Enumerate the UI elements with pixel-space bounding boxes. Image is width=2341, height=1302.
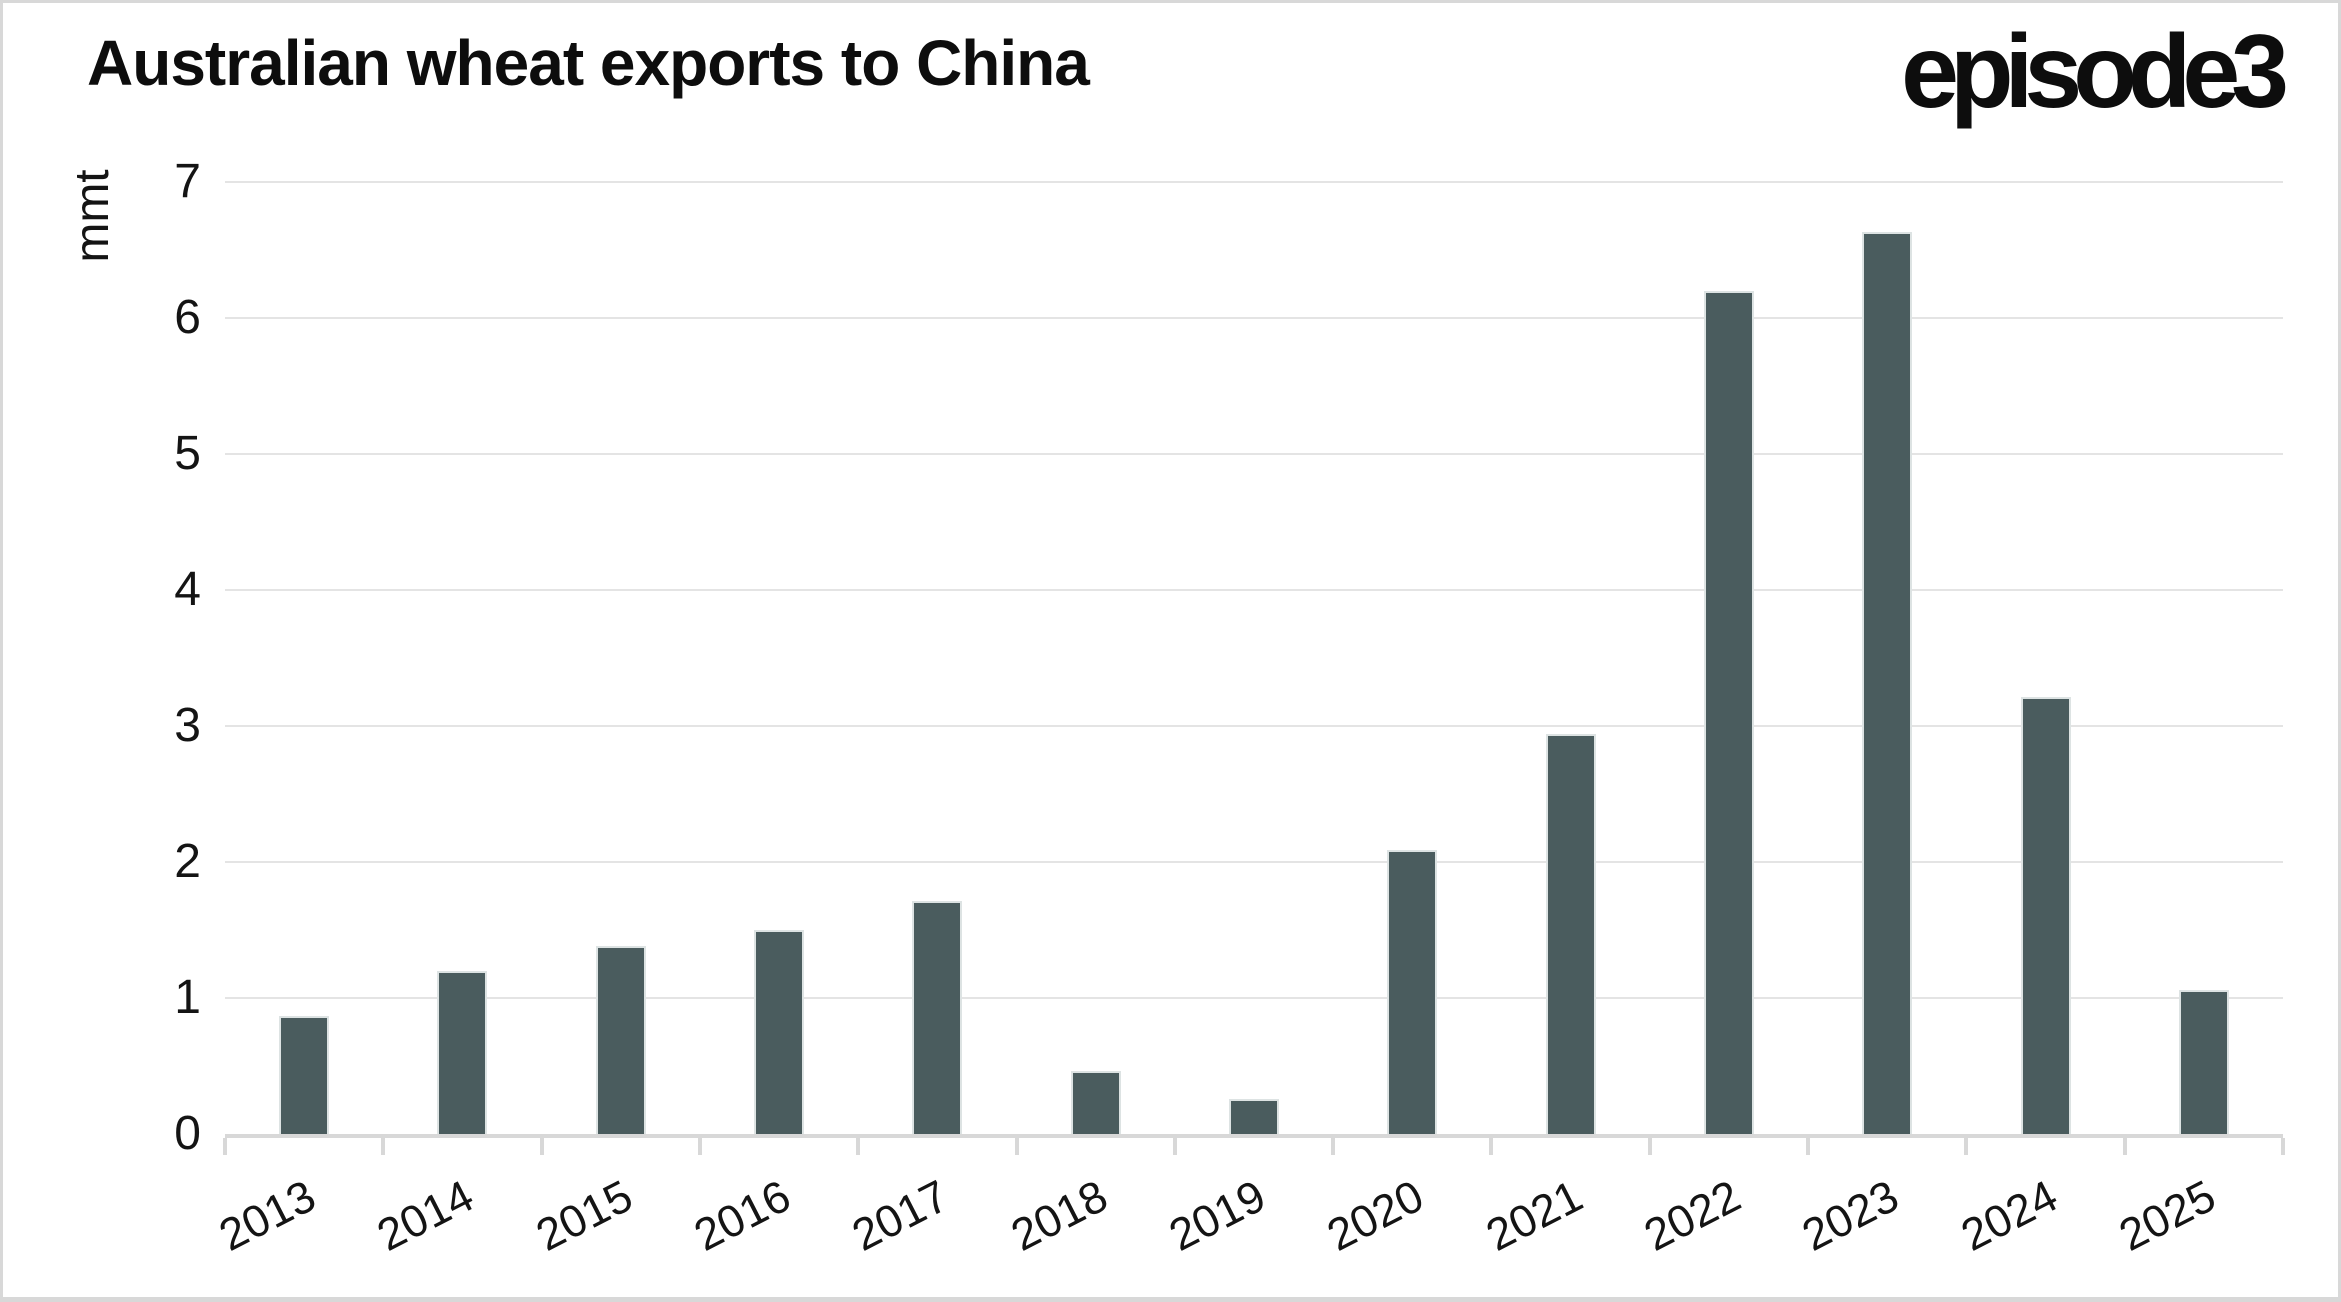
bar-2020 (1387, 850, 1437, 1134)
x-axis-line (225, 1134, 2283, 1138)
gridline-3 (225, 725, 2283, 727)
x-axis-tick (856, 1138, 861, 1155)
gridline-6 (225, 317, 2283, 319)
y-tick-label-4: 4 (174, 563, 201, 616)
y-tick-label-5: 5 (174, 427, 201, 480)
y-tick-label-7: 7 (174, 155, 201, 208)
y-tick-label-2: 2 (174, 835, 201, 888)
y-tick-label-0: 0 (174, 1107, 201, 1160)
x-axis-tick (697, 1138, 702, 1155)
episode3-logo: episode3 (1901, 14, 2289, 130)
bar-2018 (1071, 1071, 1121, 1134)
x-axis-tick (2281, 1138, 2285, 1155)
bar-2015 (596, 946, 646, 1134)
bar-2013 (279, 1016, 329, 1134)
bar-2024 (2021, 697, 2071, 1134)
x-axis-tick (539, 1138, 544, 1155)
chart-title: Australian wheat exports to China (87, 27, 1090, 99)
bar-2019 (1229, 1099, 1279, 1134)
bar-2022 (1704, 291, 1754, 1134)
bar-2023 (1862, 232, 1912, 1134)
plot-area: 0 1 2 3 4 5 6 7 mmt 2013 2014 2015 2016 2017 2018 2019 2… (3, 3, 2338, 1297)
x-axis-tick (1489, 1138, 1494, 1155)
x-axis-tick (2122, 1138, 2127, 1155)
y-tick-label-1: 1 (174, 971, 201, 1024)
bar-2025 (2179, 990, 2229, 1134)
gridline-5 (225, 453, 2283, 455)
bar-2021 (1546, 734, 1596, 1134)
x-axis-tick (1014, 1138, 1019, 1155)
x-axis-tick (1964, 1138, 1969, 1155)
x-axis-tick (1647, 1138, 1652, 1155)
gridline-7 (225, 181, 2283, 183)
y-tick-label-6: 6 (174, 291, 201, 344)
gridline-1 (225, 997, 2283, 999)
bar-2017 (912, 901, 962, 1134)
x-axis-tick (1806, 1138, 1811, 1155)
y-axis-title: mmt (66, 169, 119, 263)
gridline-4 (225, 589, 2283, 591)
x-axis-tick (381, 1138, 386, 1155)
x-axis-tick (1172, 1138, 1177, 1155)
y-tick-label-3: 3 (174, 699, 201, 752)
bar-2014 (437, 971, 487, 1134)
bar-2016 (754, 930, 804, 1134)
x-axis-tick (223, 1138, 227, 1155)
gridline-2 (225, 861, 2283, 863)
x-axis-tick (1331, 1138, 1336, 1155)
